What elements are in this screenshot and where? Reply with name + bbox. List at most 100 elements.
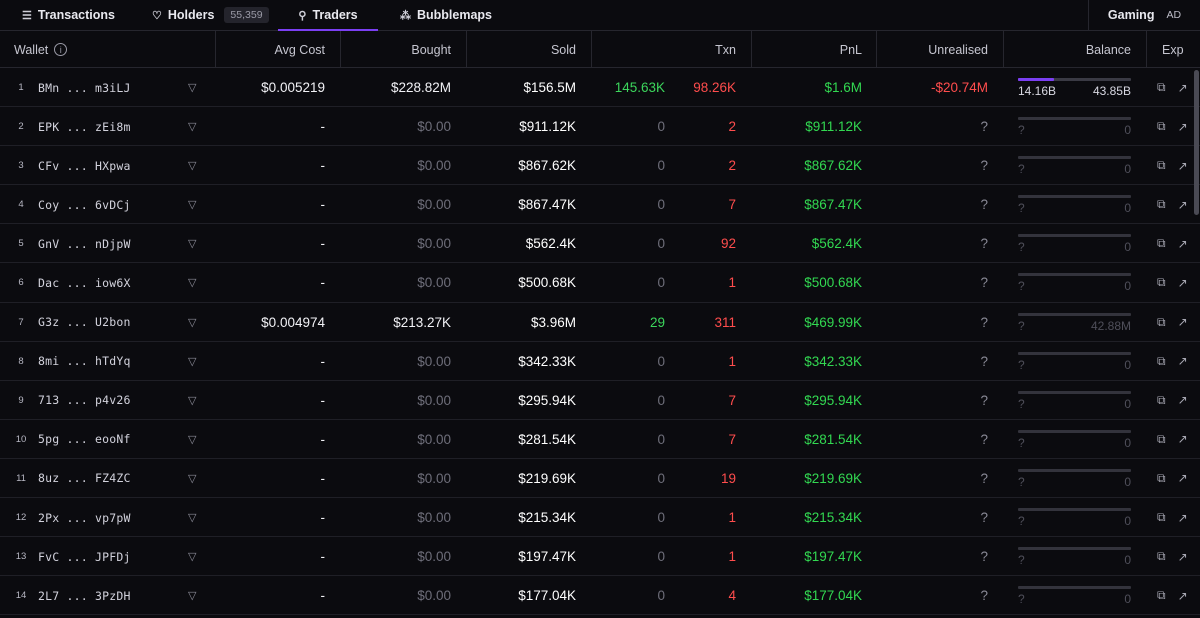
copy-icon[interactable]: ⧉ [1157, 549, 1166, 564]
column-header-wallet[interactable]: Wallet i [14, 31, 68, 68]
filter-icon[interactable]: ▽ [188, 277, 197, 290]
table-row[interactable]: 14 2L7 ... 3PzDH ▽ - $0.00 $177.04K 0 4 … [0, 576, 1200, 616]
wallet-address[interactable]: Coy ... 6vDCj [38, 197, 131, 212]
filter-icon[interactable]: ▽ [188, 394, 197, 407]
bought-value: $0.00 [417, 510, 451, 526]
column-header-pnl[interactable]: PnL [839, 42, 862, 57]
external-link-icon[interactable]: ↗ [1177, 393, 1188, 408]
column-header-unrealised[interactable]: Unrealised [928, 42, 988, 57]
sold-value: $3.96M [530, 314, 576, 330]
filter-icon[interactable]: ▽ [188, 316, 197, 329]
column-header-balance[interactable]: Balance [1085, 42, 1131, 57]
filter-icon[interactable]: ▽ [188, 551, 197, 564]
balance-track [1018, 390, 1131, 394]
filter-icon[interactable]: ▽ [188, 590, 197, 603]
external-link-icon[interactable]: ↗ [1177, 354, 1188, 369]
wallet-address[interactable]: 713 ... p4v26 [38, 393, 131, 408]
tab-bubblemaps[interactable]: ⁂ Bubblemaps [400, 0, 492, 30]
scrollbar-thumb[interactable] [1194, 70, 1199, 215]
copy-icon[interactable]: ⧉ [1157, 353, 1166, 368]
external-link-icon[interactable]: ↗ [1177, 275, 1188, 290]
table-row[interactable]: 4 Coy ... 6vDCj ▽ - $0.00 $867.47K 0 7 $… [0, 185, 1200, 225]
wallet-address[interactable]: 2L7 ... 3PzDH [38, 588, 131, 603]
wallet-address[interactable]: Dac ... iow6X [38, 275, 131, 290]
column-header-avg-cost[interactable]: Avg Cost [274, 42, 326, 57]
table-row[interactable]: 7 G3z ... U2bon ▽ $0.004974 $213.27K $3.… [0, 303, 1200, 342]
wallet-address[interactable]: EPK ... zEi8m [38, 119, 131, 134]
copy-icon[interactable]: ⧉ [1157, 158, 1166, 173]
tab-holders[interactable]: ♡ Holders 55,359 [152, 0, 269, 30]
sold-value: $219.69K [518, 470, 576, 486]
unrealised-value: ? [980, 197, 988, 213]
table-row[interactable]: 10 5pg ... eooNf ▽ - $0.00 $281.54K 0 7 … [0, 420, 1200, 459]
filter-icon[interactable]: ▽ [188, 121, 197, 134]
tab-traders[interactable]: ⚲ Traders [278, 0, 378, 31]
explorer-actions: ⧉ ↗ [1157, 459, 1188, 498]
gaming-ad-tab[interactable]: Gaming AD [1088, 0, 1200, 30]
table-row[interactable]: 12 2Px ... vp7pW ▽ - $0.00 $215.34K 0 1 … [0, 498, 1200, 538]
table-row[interactable]: 2 EPK ... zEi8m ▽ - $0.00 $911.12K 0 2 $… [0, 107, 1200, 147]
copy-icon[interactable]: ⧉ [1157, 314, 1166, 329]
external-link-icon[interactable]: ↗ [1177, 588, 1188, 603]
tab-transactions[interactable]: ☰ Transactions [22, 0, 115, 30]
copy-icon[interactable]: ⧉ [1157, 470, 1166, 485]
copy-icon[interactable]: ⧉ [1157, 119, 1166, 134]
unrealised-value: ? [980, 275, 988, 291]
explorer-actions: ⧉ ↗ [1157, 420, 1188, 459]
wallet-address[interactable]: 8mi ... hTdYq [38, 354, 131, 369]
filter-icon[interactable]: ▽ [188, 160, 197, 173]
wallet-address[interactable]: 8uz ... FZ4ZC [38, 471, 131, 486]
wallet-address[interactable]: FvC ... JPFDj [38, 549, 131, 564]
external-link-icon[interactable]: ↗ [1177, 119, 1188, 134]
filter-icon[interactable]: ▽ [188, 199, 197, 212]
filter-icon[interactable]: ▽ [188, 512, 197, 525]
copy-icon[interactable]: ⧉ [1157, 197, 1166, 212]
column-header-bought[interactable]: Bought [411, 42, 451, 57]
copy-icon[interactable]: ⧉ [1157, 392, 1166, 407]
copy-icon[interactable]: ⧉ [1157, 80, 1166, 94]
table-row[interactable]: 6 Dac ... iow6X ▽ - $0.00 $500.68K 0 1 $… [0, 263, 1200, 303]
column-header-sold[interactable]: Sold [550, 42, 576, 57]
table-row[interactable]: 8 8mi ... hTdYq ▽ - $0.00 $342.33K 0 1 $… [0, 342, 1200, 381]
copy-icon[interactable]: ⧉ [1157, 510, 1166, 525]
copy-icon[interactable]: ⧉ [1157, 588, 1166, 603]
balance-track [1018, 234, 1131, 238]
table-row[interactable]: 13 FvC ... JPFDj ▽ - $0.00 $197.47K 0 1 … [0, 537, 1200, 577]
filter-icon[interactable]: ▽ [188, 433, 197, 446]
column-header-exp[interactable]: Exp [1162, 42, 1184, 57]
external-link-icon[interactable]: ↗ [1177, 236, 1188, 251]
table-row[interactable]: 9 713 ... p4v26 ▽ - $0.00 $295.94K 0 7 $… [0, 381, 1200, 420]
wallet-address[interactable]: G3z ... U2bon [38, 315, 131, 330]
external-link-icon[interactable]: ↗ [1177, 549, 1188, 564]
rank-number: 4 [18, 199, 24, 211]
wallet-address[interactable]: CFv ... HXpwa [38, 158, 131, 173]
filter-icon[interactable]: ▽ [188, 238, 197, 251]
rank-number: 3 [18, 160, 24, 172]
filter-icon[interactable]: ▽ [188, 472, 197, 485]
filter-icon[interactable]: ▽ [188, 82, 197, 94]
table-row[interactable]: 5 GnV ... nDjpW ▽ - $0.00 $562.4K 0 92 $… [0, 224, 1200, 264]
table-row[interactable]: 3 CFv ... HXpwa ▽ - $0.00 $867.62K 0 2 $… [0, 146, 1200, 186]
column-header-txn[interactable]: Txn [715, 42, 736, 57]
external-link-icon[interactable]: ↗ [1177, 158, 1188, 173]
external-link-icon[interactable]: ↗ [1177, 80, 1188, 95]
copy-icon[interactable]: ⧉ [1157, 431, 1166, 446]
external-link-icon[interactable]: ↗ [1177, 315, 1188, 330]
wallet-address[interactable]: 5pg ... eooNf [38, 432, 131, 447]
external-link-icon[interactable]: ↗ [1177, 197, 1188, 212]
filter-icon[interactable]: ▽ [188, 355, 197, 368]
wallet-address[interactable]: BMn ... m3iLJ [38, 80, 131, 95]
buy-count: 0 [657, 392, 665, 408]
wallet-address[interactable]: 2Px ... vp7pW [38, 510, 131, 525]
external-link-icon[interactable]: ↗ [1177, 471, 1188, 486]
table-row[interactable]: 1 BMn ... m3iLJ ▽ $0.005219 $228.82M $15… [0, 68, 1200, 108]
copy-icon[interactable]: ⧉ [1157, 236, 1166, 251]
copy-icon[interactable]: ⧉ [1157, 275, 1166, 290]
wallet-address[interactable]: GnV ... nDjpW [38, 236, 131, 251]
info-icon[interactable]: i [54, 43, 68, 56]
external-link-icon[interactable]: ↗ [1177, 510, 1188, 525]
table-row[interactable]: 11 8uz ... FZ4ZC ▽ - $0.00 $219.69K 0 19… [0, 459, 1200, 499]
external-link-icon[interactable]: ↗ [1177, 432, 1188, 447]
scrollbar[interactable] [1193, 68, 1200, 618]
bought-value: $213.27K [393, 314, 451, 330]
